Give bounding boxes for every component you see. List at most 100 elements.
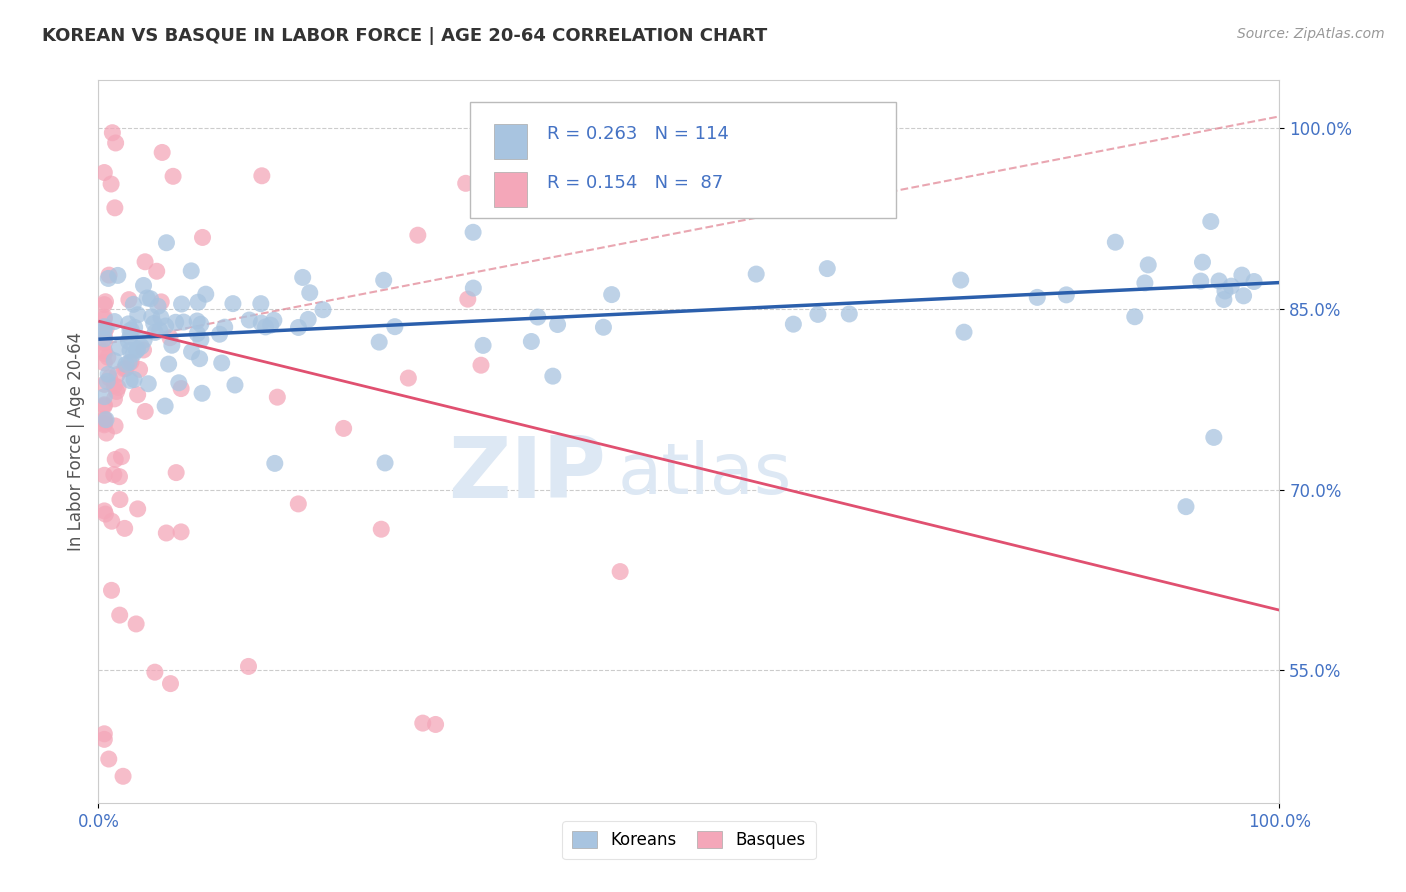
Point <box>104 452 127 467</box>
Point <box>127 388 149 402</box>
Point <box>287 320 309 334</box>
Point <box>238 659 260 673</box>
Point <box>120 323 142 337</box>
Point <box>396 371 419 385</box>
Point <box>120 374 142 388</box>
Point <box>132 343 155 357</box>
Point <box>180 344 202 359</box>
Point <box>112 361 135 376</box>
Point <box>592 320 614 334</box>
Point <box>93 328 115 343</box>
Point <box>155 318 177 333</box>
Point <box>108 492 131 507</box>
Point <box>100 177 122 191</box>
Point <box>297 312 319 326</box>
Point <box>374 456 396 470</box>
Point <box>103 314 125 328</box>
Point <box>103 378 125 392</box>
Point <box>93 356 115 370</box>
Point <box>190 317 212 331</box>
Point <box>104 136 127 150</box>
Bar <box>494 172 527 207</box>
Point <box>1199 214 1222 228</box>
Point <box>165 466 187 480</box>
Point <box>96 375 118 389</box>
Point <box>96 321 118 335</box>
Point <box>132 278 155 293</box>
Point <box>118 324 141 338</box>
Point <box>100 583 122 598</box>
Point <box>155 526 177 541</box>
Point <box>150 294 173 309</box>
Point <box>370 522 392 536</box>
Text: atlas: atlas <box>619 440 793 508</box>
Point <box>222 296 245 310</box>
Point <box>529 123 551 137</box>
Point <box>118 330 141 344</box>
Point <box>100 514 122 528</box>
Point <box>238 313 260 327</box>
Point <box>107 380 129 394</box>
FancyBboxPatch shape <box>471 102 896 218</box>
Point <box>1220 279 1243 293</box>
Point <box>93 417 115 431</box>
Point <box>160 338 183 352</box>
Point <box>141 310 163 324</box>
Point <box>143 665 166 680</box>
Text: ZIP: ZIP <box>449 433 606 516</box>
Point <box>1232 289 1254 303</box>
Point <box>782 317 804 331</box>
Point <box>105 368 128 382</box>
Point <box>187 295 209 310</box>
Point <box>291 270 314 285</box>
Point <box>93 504 115 518</box>
Point <box>143 326 166 340</box>
Point <box>454 177 477 191</box>
Point <box>155 235 177 250</box>
Point <box>191 386 214 401</box>
Point <box>214 320 236 334</box>
Point <box>94 412 117 426</box>
Point <box>159 331 181 345</box>
Point <box>263 313 285 327</box>
Point <box>153 399 176 413</box>
Point <box>609 565 631 579</box>
Point <box>134 404 156 418</box>
Point <box>93 324 115 338</box>
Point <box>373 273 395 287</box>
Point <box>97 271 120 285</box>
Point <box>167 376 190 390</box>
Point <box>1133 276 1156 290</box>
Point <box>472 338 495 352</box>
Point <box>97 752 120 766</box>
Point <box>93 413 115 427</box>
Point <box>93 390 115 404</box>
Point <box>1243 275 1265 289</box>
Point <box>149 310 172 325</box>
Point <box>93 297 115 311</box>
Y-axis label: In Labor Force | Age 20-64: In Labor Force | Age 20-64 <box>66 332 84 551</box>
Point <box>122 372 145 386</box>
Point <box>1123 310 1146 324</box>
Point <box>263 456 285 470</box>
Point <box>224 378 246 392</box>
Point <box>298 285 321 300</box>
Point <box>332 421 354 435</box>
Point <box>250 316 273 330</box>
Point <box>142 317 165 331</box>
Point <box>93 377 115 392</box>
Point <box>108 469 131 483</box>
Point <box>115 358 138 372</box>
Point <box>1175 500 1198 514</box>
Point <box>1026 290 1049 304</box>
Text: R = 0.154   N =  87: R = 0.154 N = 87 <box>547 174 724 192</box>
Point <box>585 184 607 198</box>
Point <box>128 362 150 376</box>
Point <box>93 468 115 483</box>
Point <box>150 145 173 160</box>
Point <box>93 343 115 358</box>
Point <box>114 521 136 535</box>
Point <box>118 356 141 370</box>
Point <box>146 299 169 313</box>
Point <box>412 716 434 731</box>
